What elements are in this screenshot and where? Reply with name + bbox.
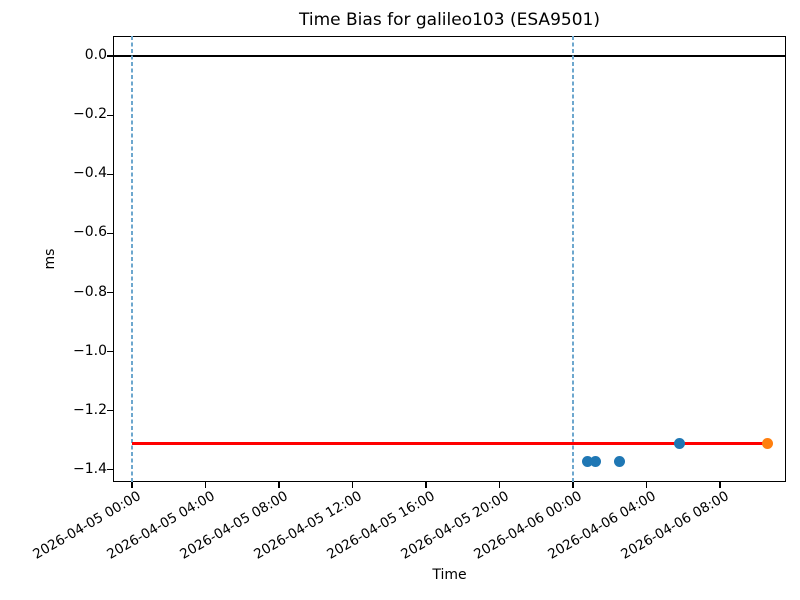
y-tick-mark: [107, 469, 113, 471]
zero-reference-line: [113, 55, 786, 57]
bias-estimate-line: [131, 442, 768, 446]
x-tick-mark: [204, 482, 207, 488]
x-tick-mark: [572, 482, 574, 488]
x-tick-mark: [351, 482, 354, 488]
y-tick-label: 0.0: [84, 47, 107, 64]
y-tick-mark: [107, 114, 113, 116]
y-tick-label: −0.6: [73, 224, 107, 241]
day-boundary-2026-04-06: [572, 36, 574, 482]
y-tick-mark: [107, 173, 113, 175]
x-tick-mark: [278, 482, 280, 488]
x-tick-mark: [131, 482, 133, 488]
data-point-time-bias-observations: [674, 438, 686, 450]
data-point-time-bias-observations: [589, 456, 601, 468]
y-tick-mark: [107, 291, 113, 294]
x-axis-label: Time: [432, 567, 467, 583]
y-tick-mark: [107, 232, 113, 235]
y-tick-label: −0.4: [73, 165, 107, 182]
x-tick-mark: [425, 482, 427, 488]
y-tick-label: −0.8: [73, 283, 107, 300]
y-tick-label: −1.2: [73, 401, 107, 418]
y-tick-label: −0.2: [73, 106, 107, 123]
x-tick-mark: [719, 482, 721, 488]
data-point-time-bias-observations: [614, 456, 626, 468]
y-tick-label: −1.4: [73, 460, 107, 477]
y-tick-mark: [107, 410, 113, 412]
y-axis-label: ms: [42, 248, 58, 270]
y-tick-mark: [107, 351, 113, 353]
day-boundary-2026-04-05: [131, 36, 133, 482]
x-tick-mark: [645, 482, 648, 488]
y-tick-mark: [107, 55, 113, 57]
chart-title: Time Bias for galileo103 (ESA9501): [299, 10, 600, 30]
x-tick-mark: [498, 482, 501, 488]
y-tick-label: −1.0: [73, 342, 107, 359]
data-point-latest-observation: [761, 438, 773, 450]
plot-area: [113, 36, 786, 482]
data-point-time-bias-observations: [582, 456, 594, 468]
